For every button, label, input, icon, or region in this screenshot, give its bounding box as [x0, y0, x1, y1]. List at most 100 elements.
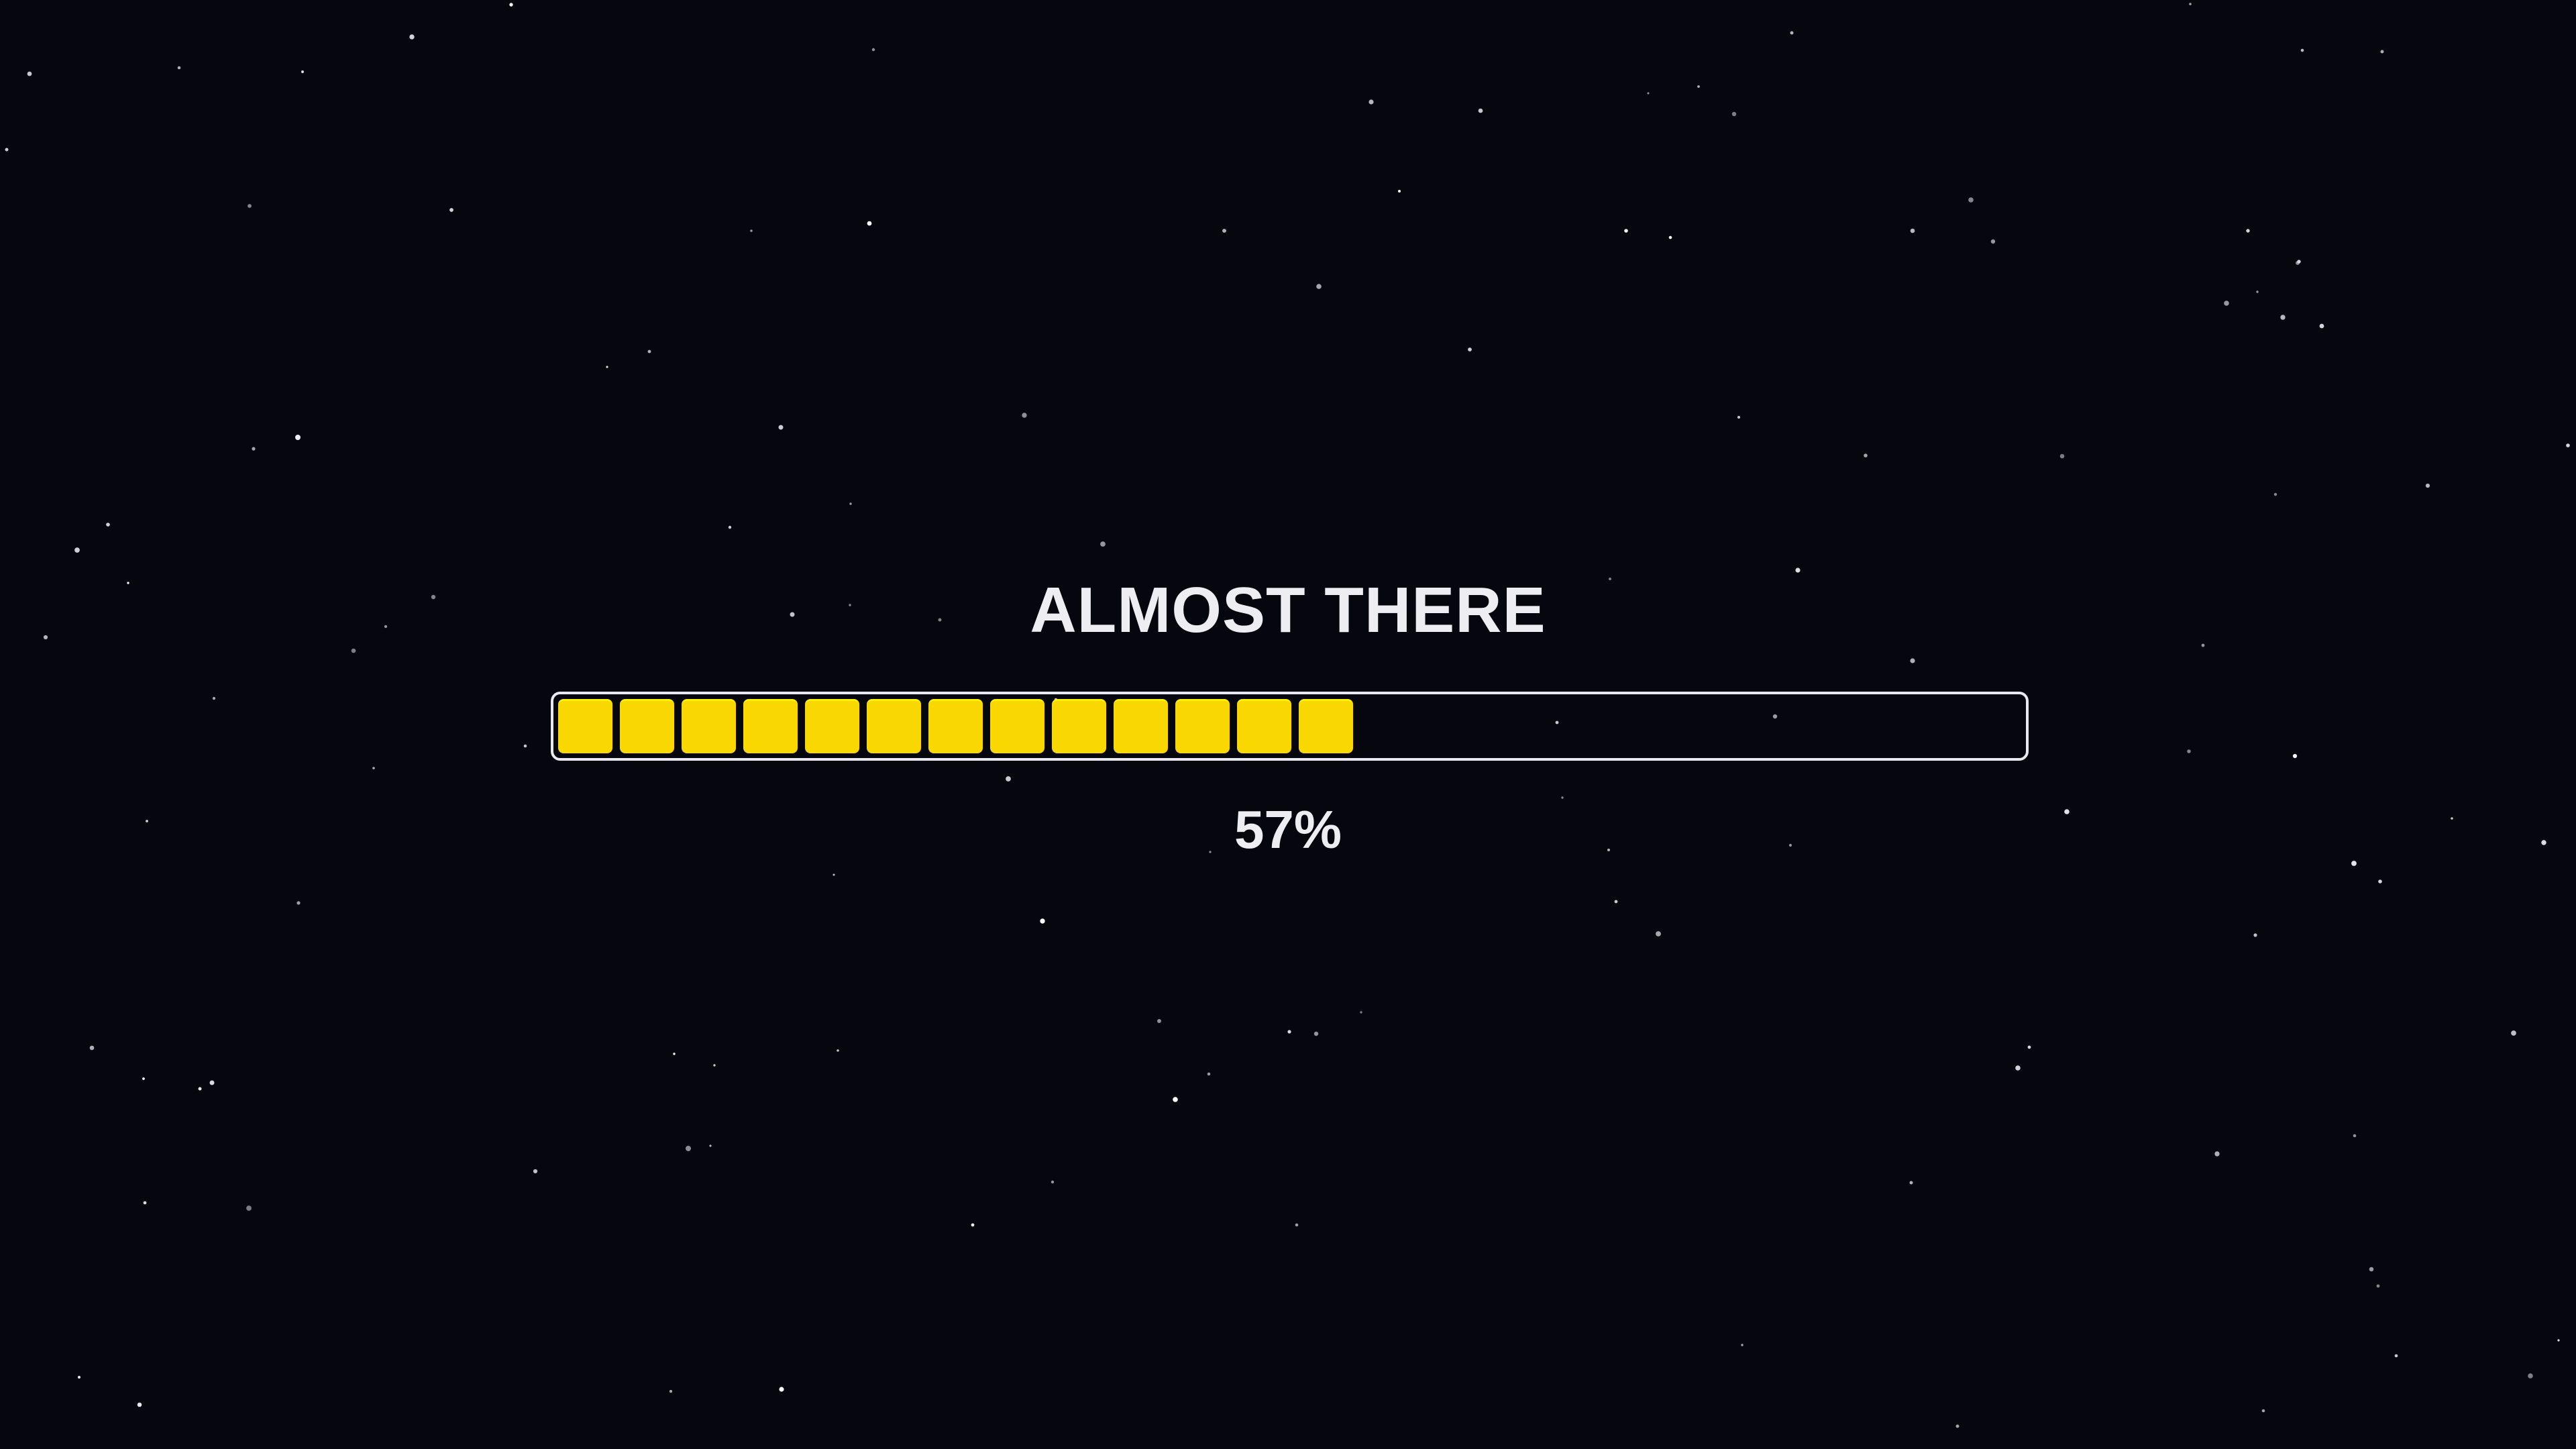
- star: [2027, 1045, 2031, 1049]
- star: [2297, 260, 2301, 264]
- star: [2380, 50, 2384, 54]
- star: [106, 523, 110, 527]
- star: [778, 425, 784, 430]
- star: [1731, 111, 1737, 117]
- progress-block: [682, 699, 736, 753]
- star: [2376, 1284, 2380, 1288]
- star: [1555, 720, 1559, 724]
- star: [143, 1201, 147, 1205]
- star: [2256, 290, 2259, 293]
- star: [142, 1077, 145, 1080]
- star: [209, 1080, 215, 1085]
- star: [2541, 840, 2546, 845]
- star: [351, 648, 356, 653]
- star: [2557, 1339, 2560, 1342]
- star: [1647, 92, 1650, 95]
- star: [2292, 753, 2298, 759]
- star: [2224, 301, 2229, 306]
- progress-block: [1299, 699, 1353, 753]
- star: [27, 71, 32, 76]
- star: [849, 604, 851, 606]
- star: [1790, 31, 1794, 35]
- star: [77, 1375, 81, 1379]
- star: [2273, 492, 2277, 496]
- star: [833, 873, 835, 876]
- star: [713, 1064, 716, 1067]
- star: [2369, 1267, 2374, 1272]
- star: [74, 547, 80, 553]
- progress-bar: [551, 692, 2029, 761]
- star: [1468, 347, 1472, 352]
- progress-block: [1237, 699, 1291, 753]
- star: [1398, 190, 1401, 193]
- star: [2451, 817, 2453, 820]
- progress-percent: 57%: [1234, 800, 1342, 859]
- star: [295, 435, 301, 440]
- star: [2351, 861, 2357, 866]
- loading-title: ALMOST THERE: [1030, 574, 1546, 646]
- star: [1772, 714, 1778, 719]
- star: [647, 350, 651, 354]
- star: [1910, 658, 1915, 663]
- star: [2187, 749, 2191, 753]
- star: [1668, 235, 1672, 239]
- star: [673, 1053, 676, 1055]
- star: [1607, 849, 1610, 851]
- star: [1360, 1011, 1362, 1014]
- star: [248, 204, 252, 208]
- star: [1022, 413, 1027, 418]
- star: [2319, 323, 2324, 329]
- progress-block: [928, 699, 983, 753]
- star: [2015, 1065, 2021, 1071]
- star: [409, 34, 415, 40]
- star: [533, 1169, 538, 1174]
- star: [1040, 918, 1045, 924]
- star: [509, 3, 513, 7]
- star: [2280, 315, 2286, 320]
- star: [1795, 568, 1801, 573]
- star: [1100, 541, 1106, 547]
- star: [372, 767, 375, 769]
- star: [1207, 1072, 1211, 1076]
- star: [971, 1223, 975, 1227]
- star: [837, 1049, 839, 1052]
- star: [1368, 99, 1374, 105]
- star: [212, 696, 216, 700]
- star: [449, 208, 453, 212]
- star: [686, 1146, 691, 1151]
- star: [2214, 1151, 2220, 1157]
- star: [2201, 643, 2205, 647]
- star: [43, 635, 48, 640]
- star: [523, 744, 527, 748]
- star: [198, 1087, 202, 1091]
- star: [2300, 48, 2304, 52]
- star: [384, 625, 388, 629]
- star: [1910, 228, 1915, 233]
- star: [1313, 1031, 1319, 1036]
- star: [2425, 483, 2430, 488]
- star: [252, 447, 256, 451]
- progress-block: [1114, 699, 1168, 753]
- star: [1624, 229, 1628, 233]
- progress-block: [743, 699, 798, 753]
- star: [1295, 1223, 1299, 1227]
- star: [669, 1389, 673, 1393]
- star: [2394, 1354, 2398, 1358]
- star: [1173, 1097, 1178, 1102]
- star: [606, 366, 608, 368]
- progress-block: [558, 699, 612, 753]
- star: [728, 525, 732, 529]
- star: [431, 594, 436, 600]
- star: [938, 618, 942, 622]
- star: [89, 1045, 95, 1051]
- star: [1697, 85, 1700, 88]
- star: [2246, 229, 2250, 233]
- star: [1316, 284, 1322, 289]
- star: [2511, 1030, 2516, 1036]
- progress-block: [805, 699, 859, 753]
- star: [127, 582, 129, 584]
- star: [1609, 578, 1611, 580]
- star: [1788, 843, 1792, 847]
- star: [1478, 108, 1483, 113]
